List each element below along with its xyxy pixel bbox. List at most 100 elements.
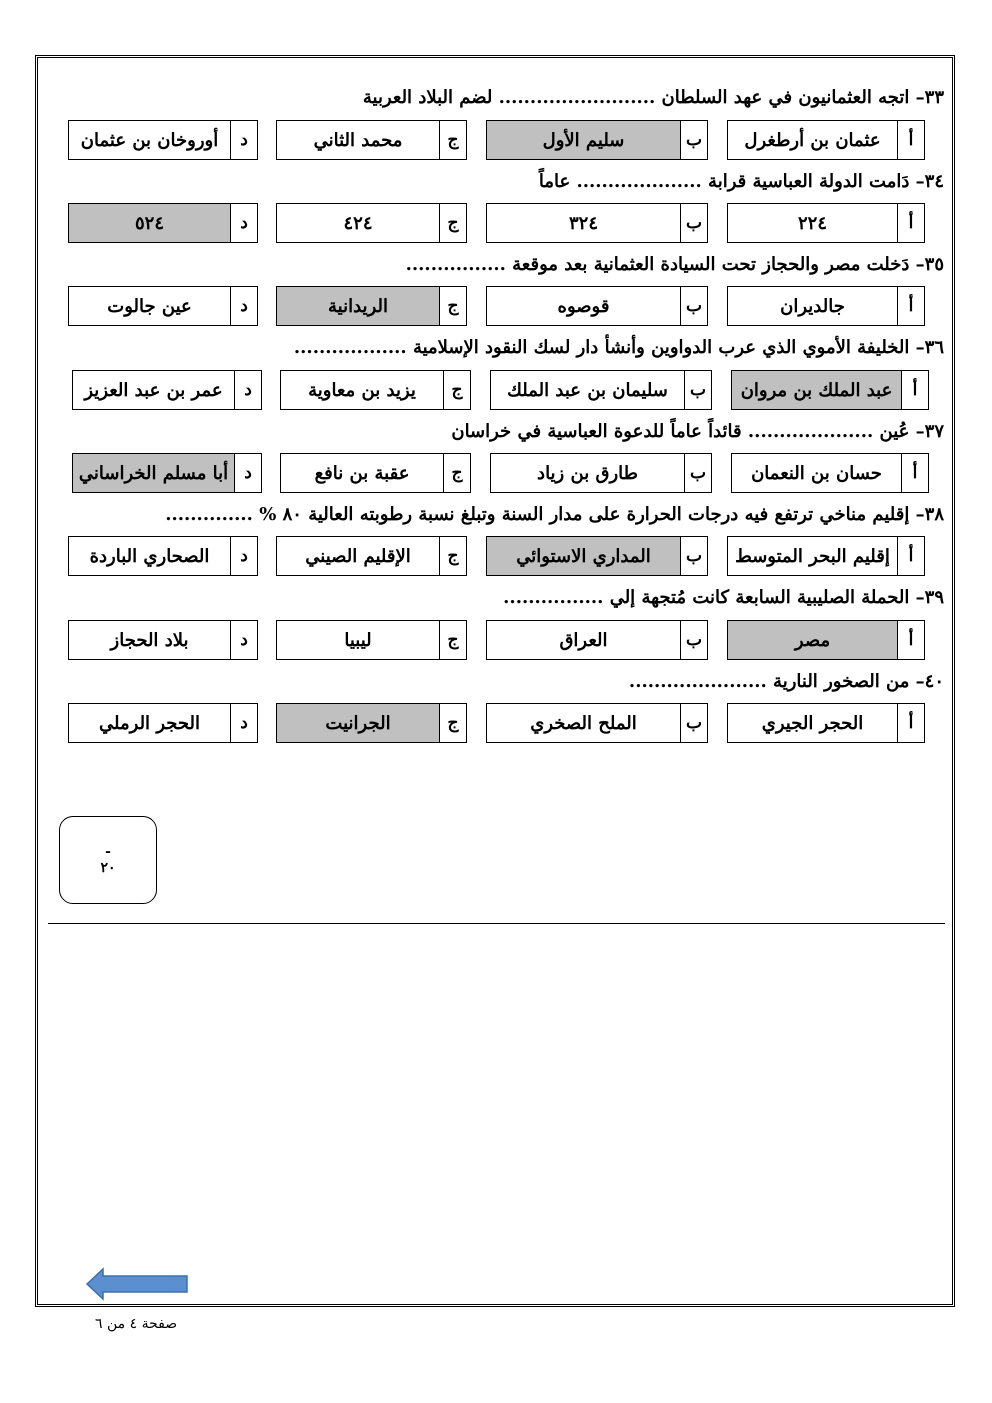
option-text: العراق — [559, 629, 608, 651]
option-text: الريدانية — [277, 287, 439, 325]
option-letter: ب — [680, 537, 707, 575]
answer-option[interactable]: ب الملح الصخري — [486, 703, 708, 743]
score-dash: - — [105, 844, 111, 860]
answer-option[interactable]: د عين جالوت — [68, 286, 258, 326]
option-text: أوروخان بن عثمان — [80, 129, 219, 151]
option-text: محمد الثاني — [313, 129, 403, 151]
option-letter: أ — [897, 621, 924, 659]
score-total: ٢٠ — [100, 860, 116, 876]
answer-option[interactable]: أ الحجر الجيري — [727, 703, 925, 743]
answer-option[interactable]: ب المداري الاستوائي — [486, 536, 708, 576]
divider — [48, 923, 945, 924]
option-text: سليمان بن عبد الملك — [507, 379, 668, 401]
option-text: الحجر الرملي — [99, 712, 200, 734]
question-text: ٣٧– عُين .................... قائداً عام… — [451, 421, 944, 442]
answer-option[interactable]: ب طارق بن زياد — [490, 453, 712, 493]
option-text: جالديران — [780, 295, 845, 317]
answer-option[interactable]: د بلاد الحجاز — [68, 620, 258, 660]
answer-option[interactable]: أ جالديران — [727, 286, 925, 326]
option-text: ليبيا — [344, 629, 372, 651]
option-letter: د — [230, 287, 257, 325]
option-letter: د — [230, 621, 257, 659]
answer-option[interactable]: أ مصر — [727, 620, 925, 660]
answer-option[interactable]: أ عثمان بن أرطغرل — [727, 120, 925, 160]
option-letter: أ — [897, 537, 924, 575]
answer-option[interactable]: د الصحاري الباردة — [68, 536, 258, 576]
option-letter: ج — [439, 121, 466, 159]
question-text: ٣٤– دَامت الدولة العباسية قرابة ........… — [538, 171, 944, 192]
option-letter: ج — [439, 704, 466, 742]
option-text: طارق بن زياد — [537, 462, 638, 484]
option-text: عثمان بن أرطغرل — [744, 129, 881, 151]
option-text: إقليم البحر المتوسط — [735, 545, 890, 567]
option-letter: ج — [439, 204, 466, 242]
option-letter: ب — [680, 204, 707, 242]
answer-option[interactable]: ج عقبة بن نافع — [280, 453, 471, 493]
answer-option[interactable]: أ حسان بن النعمان — [731, 453, 929, 493]
option-letter: أ — [897, 287, 924, 325]
answer-option[interactable]: د الحجر الرملي — [68, 703, 258, 743]
answer-option[interactable]: أ ٢٢٤ — [727, 203, 925, 243]
answer-option[interactable]: ب قوصوه — [486, 286, 708, 326]
option-letter: أ — [897, 204, 924, 242]
option-text: عمر بن عبد العزيز — [84, 379, 223, 401]
option-letter: د — [230, 121, 257, 159]
option-letter: د — [230, 204, 257, 242]
answer-option[interactable]: ج محمد الثاني — [276, 120, 467, 160]
option-text: ٣٢٤ — [569, 212, 599, 234]
option-letter: ج — [443, 371, 470, 409]
option-text: المداري الاستوائي — [487, 537, 680, 575]
answer-option[interactable]: أ عبد الملك بن مروان — [731, 370, 929, 410]
page-number: صفحة ٤ من ٦ — [95, 1316, 178, 1332]
option-letter: أ — [897, 121, 924, 159]
question-text: ٣٨– إقليم مناخي ترتفع فيه درجات الحرارة … — [165, 504, 944, 525]
answer-option[interactable]: ج يزيد بن معاوية — [280, 370, 471, 410]
answer-option[interactable]: ب سليمان بن عبد الملك — [490, 370, 712, 410]
option-text: أبا مسلم الخراساني — [73, 454, 234, 492]
option-text: عبد الملك بن مروان — [732, 371, 901, 409]
answer-option[interactable]: ج ليبيا — [276, 620, 467, 660]
option-text: حسان بن النعمان — [751, 462, 882, 484]
score-box: - ٢٠ — [59, 816, 157, 904]
option-text: ٢٢٤ — [798, 212, 828, 234]
answer-option[interactable]: ج الريدانية — [276, 286, 467, 326]
option-text: الملح الصخري — [530, 712, 637, 734]
answer-option[interactable]: ب سليم الأول — [486, 120, 708, 160]
answer-option[interactable]: ج الإقليم الصيني — [276, 536, 467, 576]
option-letter: ب — [680, 621, 707, 659]
page-border — [35, 55, 955, 1307]
answer-option[interactable]: أ إقليم البحر المتوسط — [727, 536, 925, 576]
question-text: ٤٠– من الصخور النارية ..................… — [628, 671, 944, 692]
answer-option[interactable]: ب العراق — [486, 620, 708, 660]
option-text: مصر — [728, 621, 897, 659]
answer-option[interactable]: ج ٤٢٤ — [276, 203, 467, 243]
option-text: بلاد الحجاز — [110, 629, 189, 651]
option-text: عقبة بن نافع — [314, 462, 410, 484]
option-letter: ب — [680, 287, 707, 325]
option-letter: أ — [901, 454, 928, 492]
answer-option[interactable]: ج الجرانيت — [276, 703, 467, 743]
option-text: ٤٢٤ — [343, 212, 373, 234]
option-letter: أ — [897, 704, 924, 742]
option-text: يزيد بن معاوية — [308, 379, 416, 401]
answer-option[interactable]: ب ٣٢٤ — [486, 203, 708, 243]
option-letter: د — [230, 537, 257, 575]
option-letter: ج — [439, 287, 466, 325]
option-letter: ج — [443, 454, 470, 492]
option-letter: د — [230, 704, 257, 742]
option-letter: أ — [901, 371, 928, 409]
option-text: الإقليم الصيني — [305, 545, 411, 567]
answer-option[interactable]: د أبا مسلم الخراساني — [72, 453, 262, 493]
option-letter: د — [234, 371, 261, 409]
option-text: قوصوه — [557, 295, 610, 317]
answer-option[interactable]: د ٥٢٤ — [68, 203, 258, 243]
answer-option[interactable]: د أوروخان بن عثمان — [68, 120, 258, 160]
question-text: ٣٣– اتجه العثمانيون في عهد السلطان .....… — [362, 87, 944, 108]
arrow-left-icon[interactable] — [85, 1267, 189, 1301]
option-text: الصحاري الباردة — [89, 545, 210, 567]
option-letter: ب — [680, 121, 707, 159]
option-letter: ب — [684, 454, 711, 492]
answer-option[interactable]: د عمر بن عبد العزيز — [72, 370, 262, 410]
option-letter: د — [234, 454, 261, 492]
option-text: سليم الأول — [487, 121, 680, 159]
